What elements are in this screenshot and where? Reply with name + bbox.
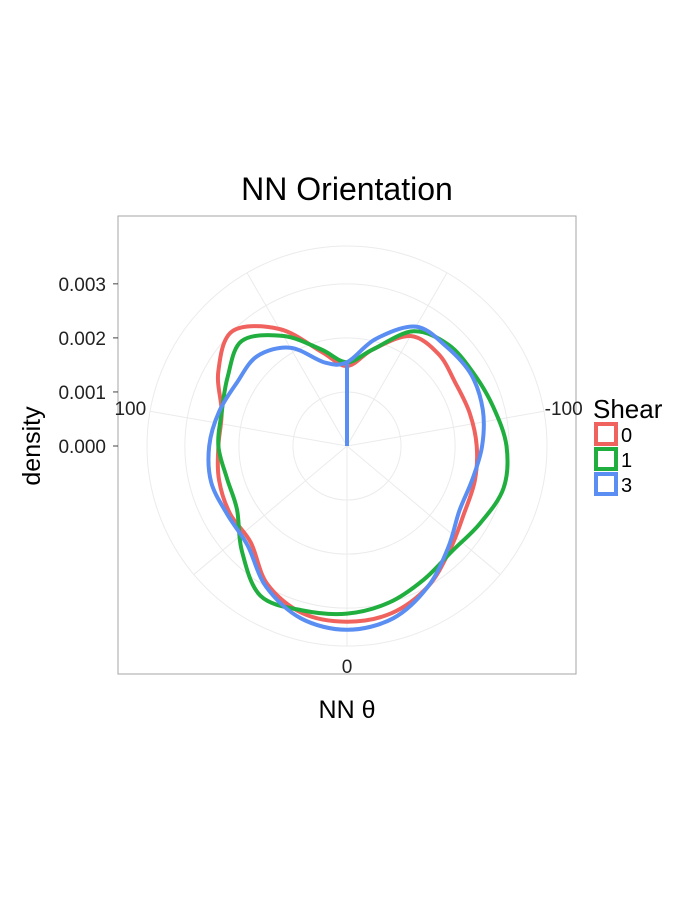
- legend: Shear 0 1 3: [593, 394, 663, 497]
- theta-tick-label: 100: [114, 399, 146, 420]
- grid-spoke: [346, 410, 545, 447]
- series-lines: [206, 324, 510, 632]
- grid-spoke: [149, 410, 348, 447]
- theta-tick-label: -100: [545, 399, 583, 420]
- series-line-3: [206, 324, 486, 632]
- y-tick-label: 0.000: [58, 437, 106, 458]
- legend-key-0: [594, 422, 618, 446]
- grid-spoke: [346, 272, 448, 447]
- legend-title: Shear: [593, 394, 663, 424]
- theta-tick-label: 0: [342, 657, 353, 678]
- theta-axis: 100 0 -100: [114, 399, 582, 678]
- legend-key-1: [594, 447, 618, 471]
- y-tick-label: 0.001: [58, 383, 106, 404]
- grid-spoke: [246, 272, 348, 447]
- legend-label-1: 1: [621, 450, 632, 472]
- y-tick-label: 0.002: [58, 329, 106, 350]
- x-axis-title: NN θ: [319, 696, 376, 724]
- legend-label-0: 0: [621, 425, 632, 447]
- legend-label-3: 3: [621, 475, 632, 497]
- y-tick-label: 0.003: [58, 275, 106, 296]
- grid-spoke: [193, 445, 348, 575]
- legend-key-3: [594, 472, 618, 496]
- grid-spoke: [346, 445, 501, 575]
- y-axis-title: density: [18, 406, 46, 486]
- y-axis: 0.000 0.001 0.002 0.003: [58, 275, 118, 458]
- chart-title: NN Orientation: [241, 171, 453, 207]
